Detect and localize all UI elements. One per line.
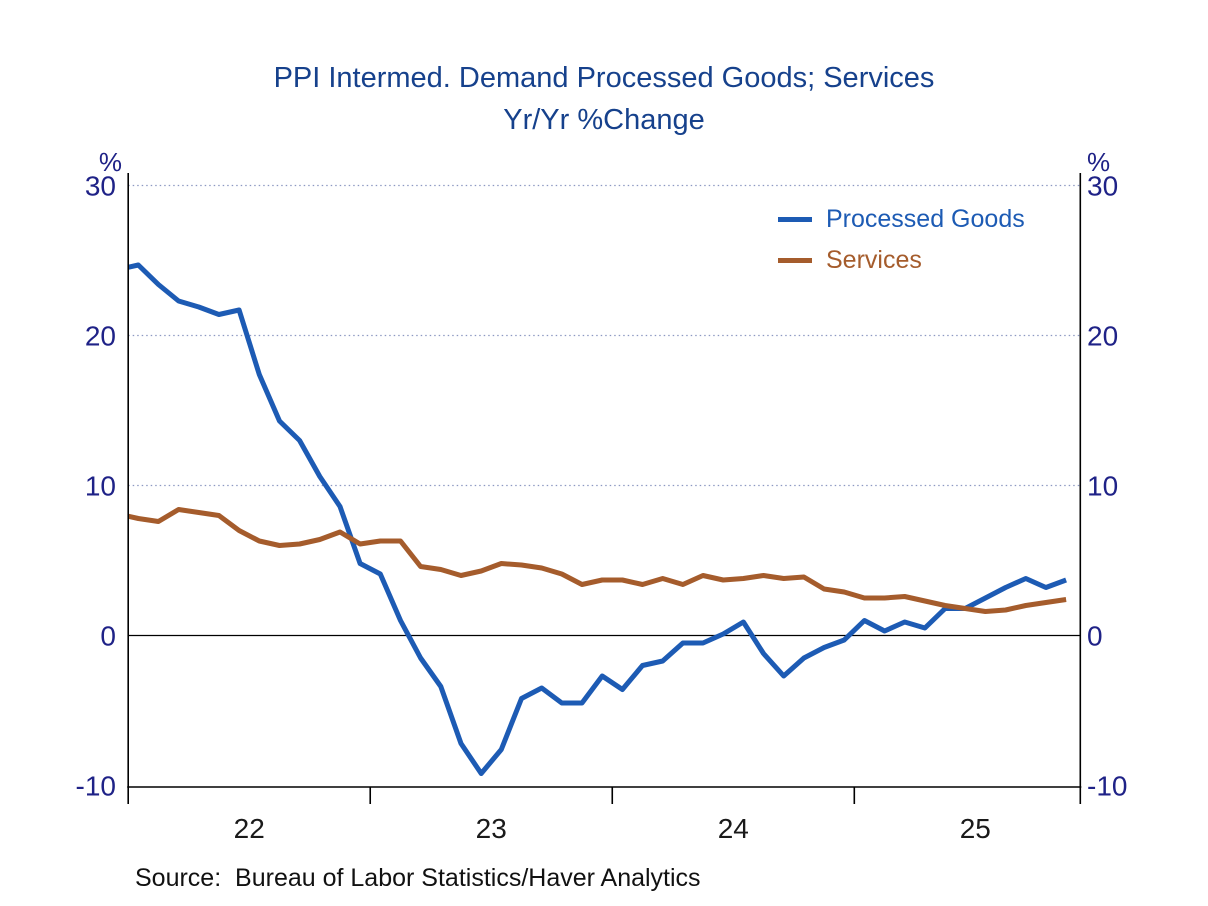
chart-title-line2: Yr/Yr %Change	[503, 104, 705, 136]
y-axis-label-left-20: 20	[85, 321, 116, 352]
services-line-swatch	[778, 257, 812, 263]
x-axis-label-24: 24	[718, 813, 749, 844]
x-axis-label-22: 22	[234, 813, 265, 844]
y-axis-label-left--10: -10	[76, 771, 116, 802]
legend-item-processed-goods: Processed Goods	[778, 205, 1025, 233]
left-axis-unit-percent: %	[99, 147, 122, 177]
legend-label-processed-goods: Processed Goods	[826, 204, 1025, 233]
legend: Processed Goods Services	[778, 205, 1025, 274]
processed-goods-line-swatch	[778, 216, 812, 222]
y-axis-label-right-20: 20	[1087, 321, 1118, 352]
y-axis-label-left-0: 0	[100, 621, 116, 652]
y-axis-label-left-30: 30	[85, 171, 116, 202]
legend-label-services: Services	[826, 245, 922, 274]
chart-title-line1: PPI Intermed. Demand Processed Goods; Se…	[273, 62, 935, 94]
x-axis-label-25: 25	[960, 813, 991, 844]
right-axis-unit-percent: %	[1087, 147, 1110, 177]
series-line-services	[128, 507, 1067, 614]
y-axis-label-right-30: 30	[1087, 171, 1118, 202]
page-title: PPI Intermed. Demand Processed Goods; Se…	[0, 57, 1208, 141]
y-axis-label-left-10: 10	[85, 471, 116, 502]
source-attribution: Source: Bureau of Labor Statistics/Haver…	[135, 864, 701, 892]
series-line-processed-goods	[128, 262, 1067, 776]
y-axis-label-right-10: 10	[1087, 471, 1118, 502]
legend-item-services: Services	[778, 246, 1025, 274]
y-axis-label-right-0: 0	[1087, 621, 1103, 652]
y-axis-label-right--10: -10	[1087, 771, 1127, 802]
x-axis-label-23: 23	[476, 813, 507, 844]
